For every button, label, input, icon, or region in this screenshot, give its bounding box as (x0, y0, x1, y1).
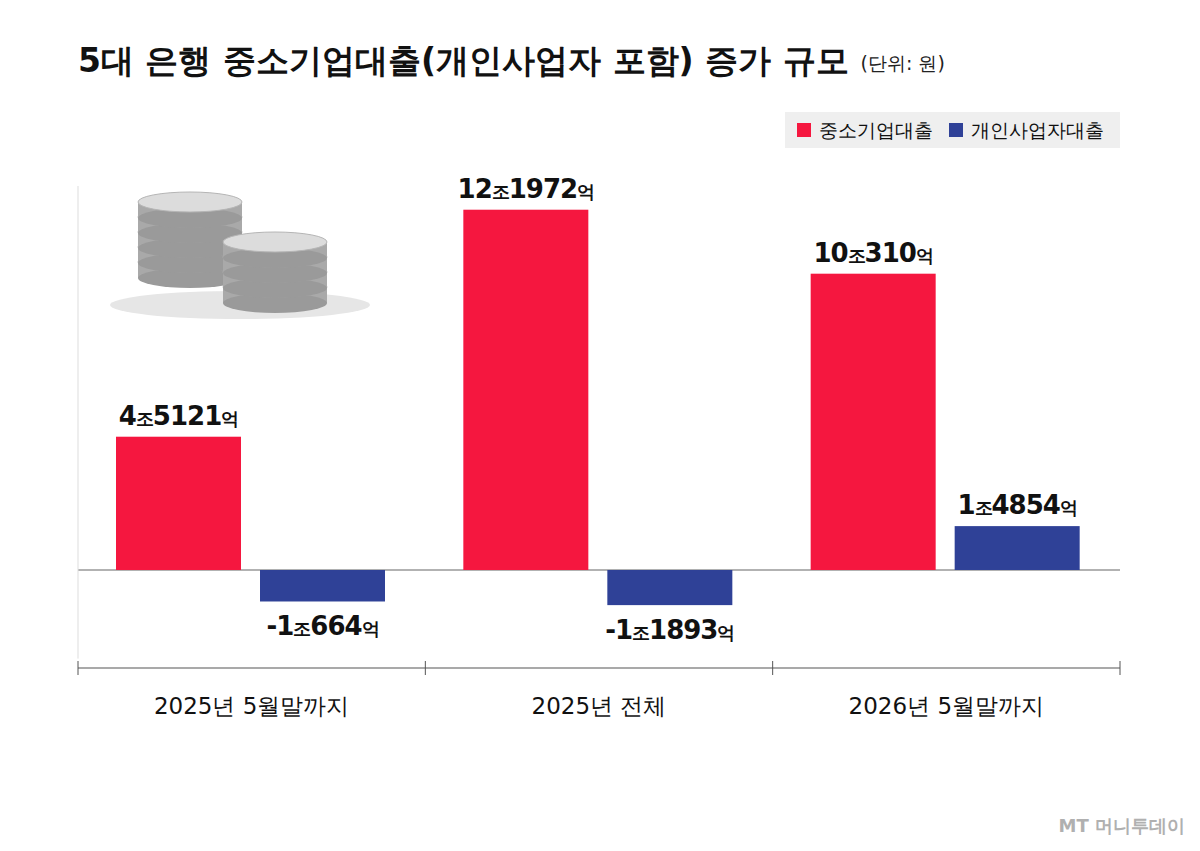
data-label: 1조4854억 (957, 490, 1076, 520)
data-label-part: 억 (577, 181, 594, 202)
data-label-part: 억 (362, 618, 379, 639)
data-label-part: 1893 (649, 615, 717, 645)
legend: 중소기업대출 개인사업자대출 (785, 112, 1120, 148)
bar (260, 570, 385, 601)
data-label-part: 12 (458, 174, 492, 204)
legend-label: 중소기업대출 (819, 119, 933, 141)
legend-swatch (797, 123, 811, 137)
data-label: -1조664억 (266, 611, 378, 641)
data-label-part: 억 (717, 622, 734, 643)
bar (607, 570, 732, 605)
legend-background (785, 112, 1120, 148)
data-label-part: 1 (957, 490, 974, 520)
data-label-part: -1 (605, 615, 632, 645)
data-label-part: 조 (975, 497, 992, 518)
data-label-part: 4854 (992, 490, 1060, 520)
data-label: 12조1972억 (458, 174, 595, 204)
data-label-part: 억 (221, 408, 238, 429)
category-label: 2025년 전체 (532, 693, 667, 719)
data-label-part: 조 (848, 245, 865, 266)
category-label: 2025년 5월말까지 (154, 693, 349, 719)
data-labels: 4조5121억12조1972억10조310억-1조664억-1조1893억1조4… (119, 174, 1077, 645)
legend-swatch (949, 123, 963, 137)
data-label-part: 10 (813, 238, 847, 268)
coin-top (223, 232, 327, 252)
data-label-part: 5121 (153, 401, 221, 431)
category-separator (425, 661, 426, 675)
title: 5대 은행 중소기업대출(개인사업자 포함) 증가 규모 (78, 41, 849, 80)
data-label-part: 조 (492, 181, 509, 202)
category-separator (1120, 661, 1121, 675)
source: MT 머니투데이 (1059, 815, 1185, 836)
data-label-part: 억 (1060, 497, 1077, 518)
data-label-part: 1972 (509, 174, 577, 204)
bar (116, 437, 241, 570)
data-label: 10조310억 (813, 238, 932, 268)
chart-root: 5대 은행 중소기업대출(개인사업자 포함) 증가 규모 (단위: 원) 중소기업대… (0, 0, 1200, 851)
data-label-part: 억 (916, 245, 933, 266)
coin-icon (110, 192, 370, 319)
category-axis-line (78, 667, 1120, 668)
category-separator (772, 661, 773, 675)
data-label-part: 4 (119, 401, 136, 431)
data-label-part: 조 (136, 408, 153, 429)
data-label-part: 조 (632, 622, 649, 643)
bar (463, 210, 588, 570)
bars (116, 210, 1080, 605)
bar (955, 526, 1080, 570)
category-label: 2026년 5월말까지 (849, 693, 1044, 719)
legend-label: 개인사업자대출 (971, 119, 1104, 141)
data-label: 4조5121억 (119, 401, 238, 431)
value-axis-line (78, 186, 79, 659)
data-label-part: 310 (865, 238, 916, 268)
coin-top (138, 192, 242, 212)
category-separator (78, 661, 79, 675)
data-label-part: 조 (293, 618, 310, 639)
subtitle: (단위: 원) (861, 52, 945, 74)
data-label: -1조1893억 (605, 615, 734, 645)
data-label-part: -1 (266, 611, 293, 641)
data-label-part: 664 (310, 611, 361, 641)
bar (811, 274, 936, 570)
